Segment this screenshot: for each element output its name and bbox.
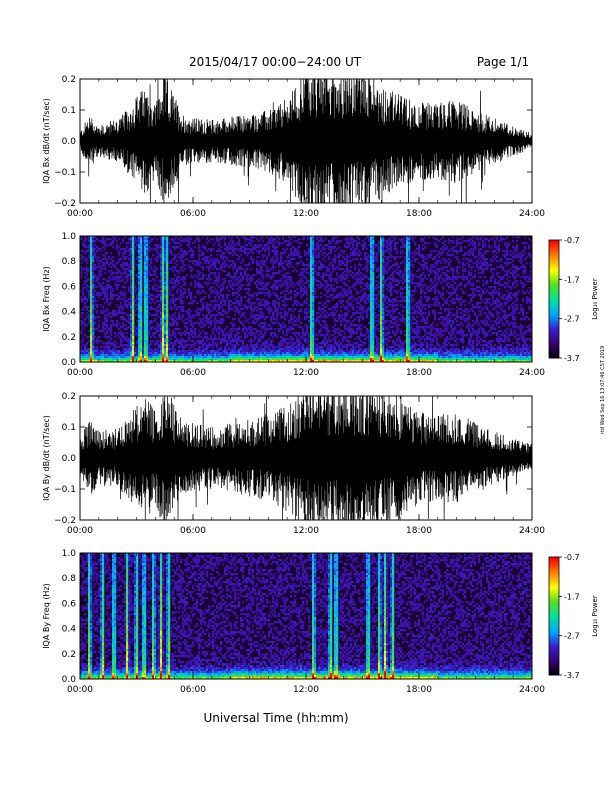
x-tick-label: 18:00 — [406, 209, 432, 219]
spectrogram-cells — [80, 236, 533, 363]
x-tick-marks — [79, 79, 533, 203]
y-tick-label: 0.0 — [62, 137, 77, 147]
y-axis-label: IQA By Freq (Hz) — [42, 583, 51, 649]
y-tick-label: −0.1 — [54, 485, 76, 495]
x-tick-marks — [79, 396, 533, 520]
x-tick-label: 00:00 — [67, 526, 93, 536]
y-tick-label: 0.1 — [62, 423, 76, 433]
y-tick-label: 0.2 — [62, 333, 76, 343]
colorbar-tick-label: -0.7 — [564, 236, 580, 245]
colorbar-tick-label: -3.7 — [564, 354, 580, 363]
x-tick-label: 06:00 — [180, 526, 206, 536]
y-axis-label: IQA Bx Freq (Hz) — [42, 266, 51, 332]
y-tick-label: 0.2 — [62, 392, 76, 402]
y-tick-label: 1.0 — [62, 549, 77, 559]
x-tick-label: 18:00 — [406, 368, 432, 378]
colorbar: -0.7 -1.7 -2.7 -3.7 Log₁₀ Power — [548, 553, 599, 680]
y-tick-label: 0.2 — [62, 75, 76, 85]
y-tick-label: 0.1 — [62, 106, 76, 116]
colorbar: -0.7 -1.7 -2.7 -3.7 Log₁₀ Power — [548, 236, 599, 363]
y-tick-label: 0.4 — [62, 625, 77, 635]
y-tick-label: 0.2 — [62, 650, 76, 660]
x-tick-label: 18:00 — [406, 526, 432, 536]
colorbar-label: Log₁₀ Power — [591, 595, 599, 637]
colorbar-label: Log₁₀ Power — [591, 278, 599, 320]
x-tick-label: 12:00 — [293, 526, 319, 536]
x-tick-label: 12:00 — [293, 209, 319, 219]
y-axis-label: IQA Bx dB/dt (nT/sec) — [42, 98, 51, 184]
series-line — [80, 79, 532, 203]
header-date-range: 2015/04/17 00:00−24:00 UT — [189, 55, 362, 69]
x-tick-label: 12:00 — [293, 685, 319, 695]
panel-bx-dbdt: 0.2 0.1 0.0 −0.1 −0.2 IQA Bx dB/dt (nT/sec) 00… — [42, 75, 545, 219]
panel-bx-spectrogram: 1.0 0.8 0.6 0.4 0.2 0.0 IQA Bx Freq (Hz) 00:00 0… — [42, 232, 599, 378]
colorbar-tick-label: -2.7 — [564, 632, 580, 641]
x-tick-label: 24:00 — [519, 209, 545, 219]
y-tick-label: 0.0 — [62, 675, 77, 685]
header-page: Page 1/1 — [477, 55, 529, 69]
x-tick-marks — [79, 553, 533, 679]
y-tick-label: 0.4 — [62, 308, 77, 318]
y-tick-label: −0.2 — [54, 516, 76, 526]
x-tick-marks — [79, 236, 533, 362]
x-tick-label: 00:00 — [67, 685, 93, 695]
y-tick-label: 0.6 — [62, 599, 77, 609]
spectrogram-cells — [80, 553, 533, 680]
colorbar-tick-label: -1.7 — [564, 592, 580, 601]
y-tick-label: 0.0 — [62, 358, 77, 368]
series-line — [80, 396, 532, 520]
y-tick-label: 1.0 — [62, 232, 77, 242]
y-tick-label: −0.2 — [54, 199, 76, 209]
y-tick-label: 0.6 — [62, 282, 77, 292]
panel-by-dbdt: 0.2 0.1 0.0 −0.1 −0.2 IQA By dB/dt (nT/sec) 00… — [42, 392, 545, 536]
x-tick-label: 24:00 — [519, 526, 545, 536]
colorbar-tick-label: -0.7 — [564, 553, 580, 562]
colorbar-tick-label: -1.7 — [564, 275, 580, 284]
x-axis-label: Universal Time (hh:mm) — [203, 711, 348, 725]
x-tick-label: 00:00 — [67, 368, 93, 378]
y-tick-label: −0.1 — [54, 168, 76, 178]
x-tick-label: 06:00 — [180, 368, 206, 378]
y-axis-label: IQA By dB/dt (nT/sec) — [42, 415, 51, 501]
x-tick-label: 12:00 — [293, 368, 319, 378]
x-tick-label: 06:00 — [180, 209, 206, 219]
y-tick-label: 0.8 — [62, 257, 77, 267]
x-tick-label: 24:00 — [519, 368, 545, 378]
panel-by-spectrogram: 1.0 0.8 0.6 0.4 0.2 0.0 IQA By Freq (Hz) 00:00 0… — [42, 549, 599, 695]
y-tick-label: 0.8 — [62, 574, 77, 584]
x-tick-label: 24:00 — [519, 685, 545, 695]
side-timestamp: rtd Wed Sep 16 13:07:46 CST 2019 — [600, 346, 606, 434]
x-tick-label: 06:00 — [180, 685, 206, 695]
colorbar-tick-label: -2.7 — [564, 315, 580, 324]
x-tick-label: 00:00 — [67, 209, 93, 219]
x-tick-label: 18:00 — [406, 685, 432, 695]
colorbar-tick-label: -3.7 — [564, 671, 580, 680]
y-tick-label: 0.0 — [62, 454, 77, 464]
